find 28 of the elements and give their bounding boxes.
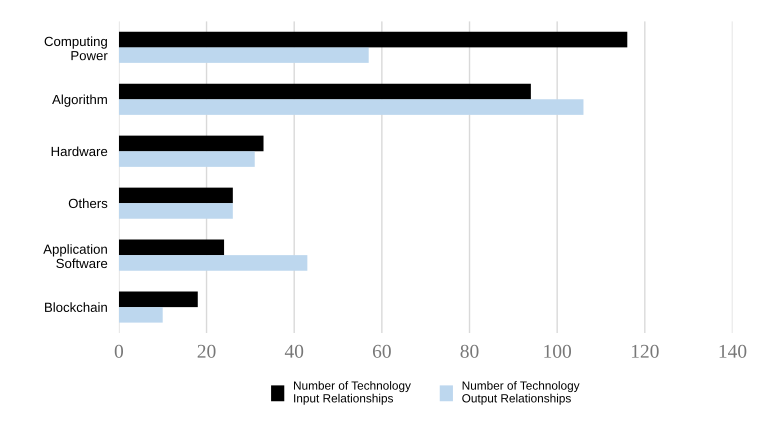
bar: [118, 292, 198, 308]
x-tick-label: 140: [720, 344, 746, 358]
y-tick-label: Application Software: [43, 244, 108, 268]
legend-label: Number of Technology Input Relationships: [294, 381, 411, 405]
bar: [118, 188, 233, 204]
x-tick-label: 40: [284, 344, 304, 358]
x-tick-label: 120: [632, 344, 659, 358]
x-tick-label: 20: [198, 344, 216, 358]
bar: [118, 203, 233, 219]
y-tick-label: Algorithm: [52, 94, 107, 107]
bar: [118, 151, 255, 167]
bar: [118, 84, 531, 100]
bar: [118, 47, 369, 63]
bar: [118, 240, 224, 256]
bar: [118, 255, 308, 271]
bar: [118, 307, 163, 323]
bar: [118, 99, 584, 115]
bar: [118, 32, 628, 48]
x-tick-label: 60: [372, 344, 391, 358]
x-tick-label: 100: [544, 344, 572, 358]
x-tick-label: 0: [114, 344, 124, 358]
bar: [118, 136, 264, 152]
legend-label: Number of Technology Output Relationships: [462, 381, 580, 405]
y-tick-label: Hardware: [52, 146, 108, 156]
y-tick-label: Blockchain: [45, 302, 107, 312]
x-tick-label: 80: [460, 344, 478, 358]
y-tick-label: Others: [68, 198, 108, 208]
y-tick-label: Computing Power: [44, 36, 108, 60]
